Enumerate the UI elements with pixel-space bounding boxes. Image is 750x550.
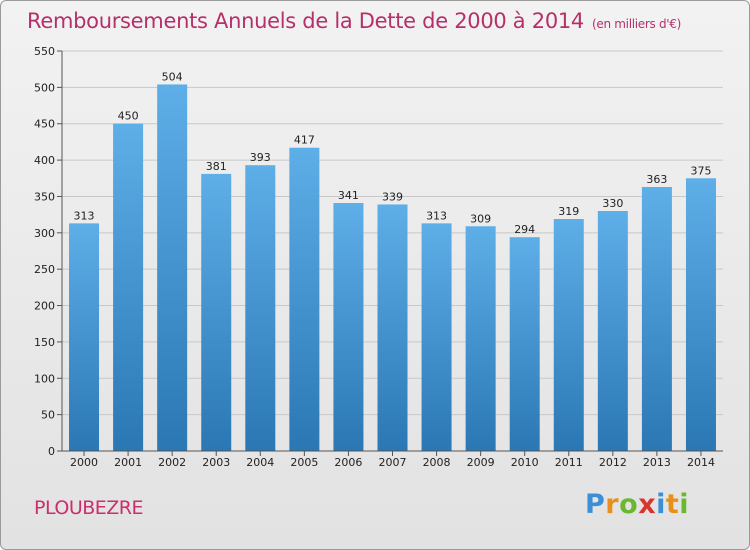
x-tick-label: 2012 xyxy=(599,456,627,469)
y-tick-label: 0 xyxy=(48,445,55,458)
y-tick-label: 100 xyxy=(34,372,55,385)
y-tick-label: 150 xyxy=(34,336,55,349)
y-tick-label: 400 xyxy=(34,154,55,167)
x-tick-label: 2005 xyxy=(290,456,318,469)
logo-letter: i xyxy=(679,489,690,520)
x-tick-label: 2000 xyxy=(70,456,98,469)
axes: 0 50 100 150 200 250 300 350 400 450 500 550 2000 200… xyxy=(34,45,723,469)
commune-name: PLOUBEZRE xyxy=(34,497,144,519)
y-tick-label: 50 xyxy=(41,409,55,422)
bar-value-label: 294 xyxy=(514,223,535,236)
bars: 313 450 504 381 393 417 341 339 313 309 294 319 330 3… xyxy=(69,70,716,452)
bar-value-label: 504 xyxy=(162,70,183,83)
proxiti-logo: Proxiti xyxy=(585,489,689,520)
y-tick-label: 500 xyxy=(34,81,55,94)
y-tick-label: 550 xyxy=(34,45,55,58)
x-tick-label: 2001 xyxy=(114,456,142,469)
bar xyxy=(465,226,496,451)
logo-letter: r xyxy=(605,489,620,520)
bar-value-label: 450 xyxy=(118,110,139,123)
x-tick-label: 2010 xyxy=(511,456,539,469)
title-text: Remboursements Annuels de la Dette de 20… xyxy=(27,9,584,33)
x-tick-label: 2011 xyxy=(555,456,583,469)
y-tick-label: 350 xyxy=(34,190,55,203)
bar-value-label: 375 xyxy=(690,164,711,177)
bar-value-label: 313 xyxy=(426,209,447,222)
bar xyxy=(157,84,188,452)
bar-value-label: 417 xyxy=(294,134,315,147)
y-tick-label: 200 xyxy=(34,300,55,313)
bar-value-label: 313 xyxy=(74,209,95,222)
bar-value-label: 309 xyxy=(470,212,491,225)
bar xyxy=(509,237,540,451)
logo-letter: P xyxy=(585,489,606,520)
bar-value-label: 393 xyxy=(250,151,271,164)
logo-letter: o xyxy=(619,489,639,520)
bar xyxy=(597,211,628,451)
bar xyxy=(641,187,672,451)
bar xyxy=(553,219,584,451)
bar xyxy=(685,178,716,452)
x-tick-label: 2009 xyxy=(467,456,495,469)
bar xyxy=(421,223,452,451)
bar-value-label: 339 xyxy=(382,190,403,203)
y-tick-label: 450 xyxy=(34,118,55,131)
bar xyxy=(201,173,232,451)
y-tick-label: 300 xyxy=(34,227,55,240)
bar xyxy=(69,223,100,451)
x-tick-label: 2013 xyxy=(643,456,671,469)
bar-value-label: 330 xyxy=(602,197,623,210)
x-tick-label: 2002 xyxy=(158,456,186,469)
logo-letter: i xyxy=(656,489,666,520)
bar-value-label: 341 xyxy=(338,189,359,202)
x-tick-label: 2004 xyxy=(246,456,274,469)
bar-value-label: 319 xyxy=(558,205,579,218)
bar-value-label: 363 xyxy=(646,173,667,186)
x-tick-label: 2007 xyxy=(379,456,407,469)
logo-letter: x xyxy=(638,489,657,520)
bar xyxy=(333,203,364,451)
bar-value-label: 381 xyxy=(206,160,227,173)
bar xyxy=(245,165,276,451)
bar xyxy=(289,147,320,451)
x-tick-label: 2008 xyxy=(423,456,451,469)
bar xyxy=(377,204,408,451)
unit-label: (en milliers d'€) xyxy=(592,17,682,31)
logo-letter: t xyxy=(665,489,680,520)
x-tick-label: 2006 xyxy=(334,456,362,469)
chart-title: Remboursements Annuels de la Dette de 20… xyxy=(27,9,681,33)
y-tick-label: 250 xyxy=(34,263,55,276)
bar xyxy=(113,123,144,452)
x-tick-label: 2014 xyxy=(687,456,715,469)
x-tick-label: 2003 xyxy=(202,456,230,469)
